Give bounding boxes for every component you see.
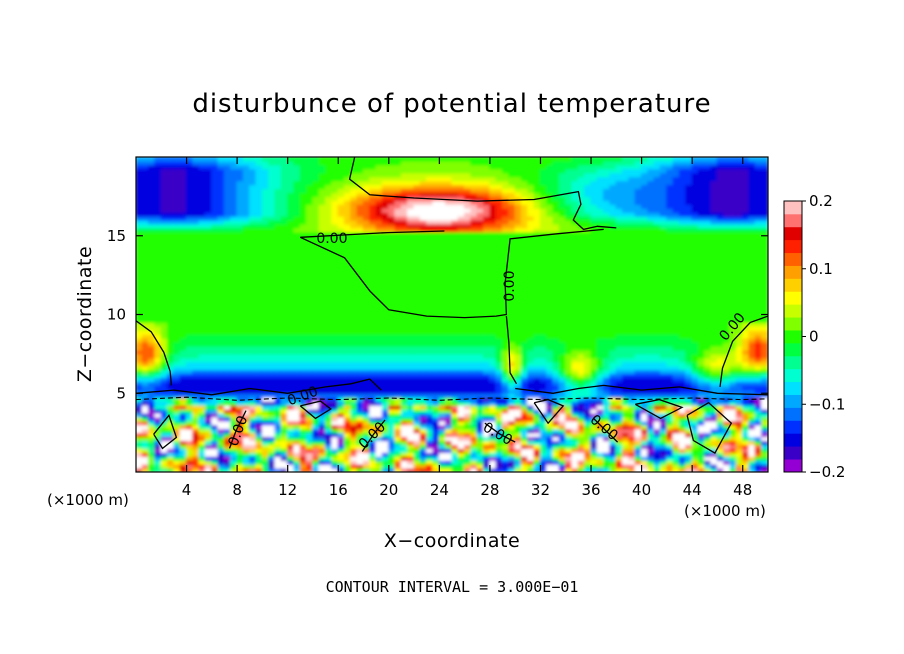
colorbar-swatch [784, 381, 802, 395]
colorbar-swatch [784, 420, 802, 434]
y-tick-label: 15 [107, 227, 126, 245]
colorbar-swatch [784, 342, 802, 357]
contour-line [634, 398, 684, 420]
colorbar-swatch [784, 201, 802, 215]
x-unit-left: (×1000 m) [47, 491, 129, 509]
colorbar-swatch [784, 278, 802, 292]
colorbar-tick-label: −0.1 [809, 395, 845, 413]
colorbar-swatch [784, 407, 802, 421]
contour-line [299, 400, 332, 420]
contour-line [361, 419, 386, 452]
x-tick-label: 44 [683, 481, 702, 499]
y-axis-label: Z−coordinate [74, 246, 96, 382]
colorbar-swatch [784, 368, 802, 383]
colorbar: 0.2 0.1 0 −0.1 −0.2 [783, 192, 845, 481]
contour-line [348, 157, 617, 231]
contour-lines [136, 157, 768, 454]
chart-title: disturbunce of potential temperature [192, 89, 711, 119]
x-tick-label: 12 [278, 481, 297, 499]
contour-line [719, 315, 768, 387]
colorbar-swatch [784, 317, 802, 331]
x-tick-label: 32 [531, 481, 550, 499]
colorbar-swatch [784, 226, 802, 241]
colorbar-swatch [784, 446, 802, 460]
contour-line [136, 378, 382, 396]
colorbar-swatch [784, 330, 802, 344]
x-axis-label: X−coordinate [384, 530, 520, 552]
contour-label: 0.00 [316, 231, 347, 247]
colorbar-swatch [784, 459, 802, 473]
x-axis: 4 8 12 16 20 24 28 32 36 40 44 48 [182, 157, 752, 499]
contour-line [228, 410, 247, 449]
colorbar-swatch [784, 304, 802, 318]
y-axis: 5 10 15 [107, 227, 768, 402]
contour-line [153, 413, 178, 450]
x-unit-right: (×1000 m) [684, 502, 766, 520]
plot-area: 0.000.000.000.000.00 0.00 0.00 0.00 [136, 157, 768, 472]
contour-line [300, 228, 604, 319]
colorbar-tick-label: 0.1 [809, 260, 833, 278]
contour-interval-note: CONTOUR INTERVAL = 3.000E−01 [326, 578, 579, 596]
colorbar-swatch [784, 394, 802, 408]
colorbar-swatch [784, 239, 802, 254]
colorbar-tick-label: 0.2 [809, 192, 833, 210]
x-tick-label: 8 [232, 481, 242, 499]
colorbar-swatch [784, 265, 802, 279]
contour-line [686, 401, 733, 454]
contour-line [533, 398, 565, 425]
negative-contour-line [136, 396, 768, 401]
temperature-field [136, 157, 768, 472]
colorbar-swatch [784, 252, 802, 266]
colorbar-swatch [784, 355, 802, 370]
x-tick-label: 48 [733, 481, 752, 499]
x-tick-label: 36 [581, 481, 600, 499]
colorbar-tick-label: 0 [809, 328, 819, 346]
contour-line [484, 422, 516, 443]
contour-line [515, 384, 768, 396]
colorbar-swatch [784, 433, 802, 447]
x-tick-label: 40 [632, 481, 651, 499]
y-tick-label: 5 [116, 384, 126, 402]
contour-line [593, 417, 619, 443]
x-tick-label: 4 [182, 481, 192, 499]
colorbar-tick-label: −0.2 [809, 463, 845, 481]
x-tick-label: 24 [430, 481, 449, 499]
y-tick-label: 10 [107, 306, 126, 324]
x-tick-label: 20 [379, 481, 398, 499]
x-tick-label: 16 [329, 481, 348, 499]
colorbar-swatch [784, 213, 802, 228]
x-tick-label: 28 [480, 481, 499, 499]
contour-line [136, 320, 173, 386]
colorbar-swatch [784, 291, 802, 305]
contour-line [505, 316, 518, 385]
contour-label: 0.00 [502, 271, 518, 302]
